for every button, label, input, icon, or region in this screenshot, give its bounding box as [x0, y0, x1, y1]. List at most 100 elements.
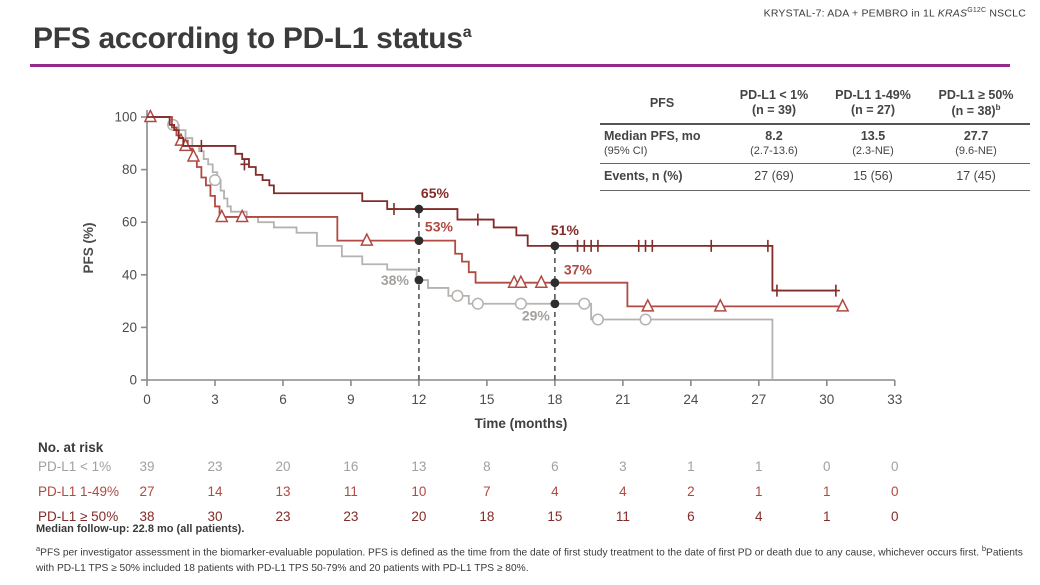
- censor-plus-mark: [197, 139, 206, 152]
- risk-value: 39: [139, 459, 154, 474]
- y-tick-label: 60: [122, 215, 137, 230]
- censor-circle-mark: [514, 297, 527, 310]
- risk-value: 6: [687, 509, 695, 524]
- stats-header-row: PFS PD-L1 < 1% (n = 39) PD-L1 1-49% (n =…: [600, 88, 1030, 125]
- risk-value: 18: [479, 509, 494, 524]
- risk-row-label: PD-L1 < 1%: [38, 459, 111, 474]
- risk-value: 0: [891, 459, 899, 474]
- median-pfs-1-49: 13.5 (2.3-NE): [852, 128, 894, 158]
- y-tick-label: 80: [122, 162, 137, 177]
- landmark-dot: [414, 275, 424, 285]
- stats-row-median-pfs: Median PFS, mo (95% CI) 8.2 (2.7-13.6) 1…: [600, 125, 1030, 165]
- trial-banner-suffix: NSCLC: [986, 7, 1026, 20]
- landmark-percent-label: 65%: [421, 185, 450, 201]
- page-title-text: PFS according to PD-L1 status: [33, 22, 463, 55]
- x-tick-label: 3: [211, 392, 219, 407]
- x-tick-label: 33: [887, 392, 902, 407]
- x-tick-label: 21: [615, 392, 630, 407]
- censor-plus-mark: [389, 203, 398, 216]
- risk-value: 14: [207, 484, 223, 499]
- censor-plus-mark: [587, 239, 596, 252]
- censor-triangle-mark: [713, 298, 728, 312]
- x-tick-label: 0: [143, 392, 151, 407]
- censor-triangle-mark: [143, 108, 158, 123]
- censor-triangle-mark: [360, 232, 374, 246]
- x-tick-label: 9: [347, 392, 355, 407]
- landmark-dot: [414, 236, 424, 246]
- landmark-percent-label: 53%: [425, 219, 454, 235]
- x-tick-label: 6: [279, 392, 287, 407]
- risk-value: 10: [411, 484, 426, 499]
- title-underline: [30, 64, 1010, 67]
- page-title-superscript: a: [462, 24, 472, 41]
- x-tick-label: 15: [479, 392, 494, 407]
- risk-value: 4: [755, 509, 763, 524]
- risk-value: 38: [139, 509, 154, 524]
- risk-value: 13: [275, 484, 290, 499]
- censor-circle-mark: [591, 313, 604, 326]
- risk-value: 11: [344, 484, 358, 499]
- risk-value: 1: [755, 484, 763, 499]
- risk-value: 7: [483, 484, 491, 499]
- footnote-b-text: Patients with PD-L1 TPS ≥ 50% included 1…: [36, 547, 1023, 574]
- km-chart: PFS (%) Time (months) No. at risk 020406…: [38, 108, 902, 524]
- stats-header-col-1-49: PD-L1 1-49% (n = 27): [835, 88, 911, 117]
- risk-value: 1: [823, 484, 831, 499]
- risk-value: 6: [551, 459, 559, 474]
- risk-row-label: PD-L1 ≥ 50%: [38, 509, 118, 524]
- y-tick-label: 40: [122, 267, 137, 282]
- y-tick-label: 100: [114, 110, 137, 125]
- landmark-dot: [414, 204, 424, 214]
- landmark-percent-label: 29%: [522, 308, 551, 324]
- censor-triangle-mark: [641, 298, 655, 312]
- risk-value: 30: [207, 509, 222, 524]
- censor-plus-mark: [593, 239, 602, 252]
- events-lt1: 27 (69): [754, 169, 794, 184]
- risk-value: 20: [275, 459, 290, 474]
- censor-plus-mark: [634, 239, 643, 252]
- events-1-49: 15 (56): [853, 169, 893, 184]
- risk-value: 0: [891, 484, 899, 499]
- risk-value: 13: [411, 459, 426, 474]
- censor-plus-mark: [573, 239, 582, 252]
- km-curve-dark_red: [147, 116, 836, 292]
- x-tick-label: 12: [411, 392, 426, 407]
- risk-value: 16: [343, 459, 358, 474]
- censor-triangle-mark: [534, 274, 548, 288]
- y-tick-label: 20: [122, 320, 137, 335]
- censor-plus-mark: [240, 158, 249, 171]
- landmark-dot: [550, 241, 560, 251]
- censor-circle-mark: [578, 297, 591, 310]
- risk-value: 23: [343, 509, 358, 524]
- stats-header-col-ge50: PD-L1 ≥ 50% (n = 38)b: [938, 88, 1014, 118]
- landmark-dot: [550, 278, 560, 288]
- gene-superscript: G12C: [967, 7, 987, 14]
- censor-plus-mark: [473, 213, 482, 226]
- risk-table-title: No. at risk: [38, 440, 104, 455]
- risk-row-label: PD-L1 1-49%: [38, 484, 119, 499]
- median-pfs-ge50: 27.7 (9.6-NE): [955, 128, 997, 158]
- risk-value: 27: [139, 484, 154, 499]
- footnote-a-superscript: a: [36, 544, 41, 553]
- risk-value: 20: [411, 509, 426, 524]
- footnote: aPFS per investigator assessment in the …: [36, 543, 1028, 576]
- footnote-b-superscript: b: [981, 544, 987, 553]
- trial-banner-prefix: KRYSTAL-7: ADA + PEMBRO in 1L: [763, 7, 938, 20]
- landmark-percent-label: 38%: [381, 272, 410, 288]
- risk-value: 1: [823, 509, 831, 524]
- landmark-dot: [550, 299, 560, 309]
- risk-value: 0: [823, 459, 831, 474]
- events-ge50: 17 (45): [956, 169, 996, 184]
- x-tick-label: 30: [819, 392, 834, 407]
- censor-plus-mark: [641, 239, 650, 252]
- landmark-percent-label: 37%: [564, 262, 593, 278]
- censor-triangle-mark: [235, 208, 249, 223]
- risk-value: 1: [687, 459, 695, 474]
- censor-triangle-mark: [514, 274, 528, 288]
- risk-value: 0: [891, 509, 899, 524]
- x-axis-label: Time (months): [475, 416, 568, 431]
- x-tick-label: 27: [751, 392, 766, 407]
- col-ge50-superscript: b: [995, 102, 1001, 112]
- risk-value: 1: [755, 459, 763, 474]
- landmark-percent-label: 51%: [551, 222, 580, 238]
